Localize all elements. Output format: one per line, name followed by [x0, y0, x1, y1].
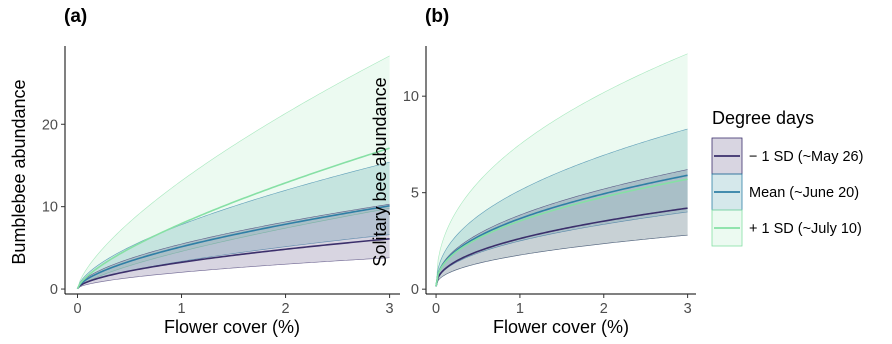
y-tick-label-a: 0: [50, 282, 58, 298]
x-axis-title-b: Flower cover (%): [493, 317, 629, 337]
y-tick-label-b: 10: [403, 89, 419, 105]
band-upper-edge-minus-1sd-b: [435, 169, 688, 287]
mean-line-plus-1sd-b: [435, 178, 688, 287]
x-axis-title-a: Flower cover (%): [164, 317, 300, 337]
mean-line-mean-a: [76, 205, 390, 290]
panel-label-b: (b): [425, 6, 449, 27]
band-plus-1sd-a: [77, 55, 390, 289]
legend-label-minus-1sd: − 1 SD (~May 26): [749, 149, 863, 165]
band-lower-edge-plus-1sd-a: [77, 208, 390, 289]
legend-label-mean: Mean (~June 20): [749, 185, 859, 201]
y-tick-label-a: 10: [42, 200, 58, 216]
y-tick-label-b: 5: [411, 186, 419, 202]
legend-entry-mean: Mean (~June 20): [711, 173, 859, 211]
ticks-a: 0 1 2 3 0 10 20: [42, 46, 400, 317]
band-lower-edge-mean-b: [435, 211, 688, 287]
band-upper-edge-plus-1sd-b: [435, 53, 688, 287]
band-minus-1sd-a: [77, 204, 390, 289]
series-lines-b: [435, 174, 688, 287]
band-upper-edge-mean-a: [77, 161, 390, 289]
ticks-b: 0 1 2 3 0 5 10: [403, 46, 696, 317]
mean-line-plus-1sd-a: [76, 147, 390, 290]
legend-entry-minus-1sd: − 1 SD (~May 26): [711, 137, 863, 175]
x-tick-label-a: 2: [282, 301, 290, 317]
band-lower-edge-minus-1sd-b: [435, 234, 688, 287]
x-tick-label-b: 2: [600, 301, 608, 317]
confidence-bands-b: [435, 53, 688, 287]
band-lower-edge-minus-1sd-a: [77, 257, 390, 289]
mean-line-minus-1sd-b: [435, 207, 688, 287]
legend: Degree days − 1 SD (~May 26) Mean (~June…: [711, 108, 863, 247]
legend-entry-plus-1sd: + 1 SD (~July 10): [711, 209, 862, 247]
mean-line-mean-b: [435, 174, 688, 287]
band-upper-edge-mean-b: [435, 128, 688, 287]
x-tick-label-b: 0: [432, 301, 440, 317]
mean-line-minus-1sd-a: [76, 238, 390, 290]
y-tick-label-a: 20: [42, 117, 58, 133]
x-tick-label-a: 3: [386, 301, 394, 317]
y-axis-title-a: Bumblebee abundance: [9, 79, 29, 264]
band-minus-1sd-b: [436, 169, 688, 287]
x-tick-label-b: 3: [684, 301, 692, 317]
band-mean-a: [77, 162, 390, 289]
confidence-bands-a: [77, 55, 390, 289]
band-upper-edge-minus-1sd-a: [77, 203, 390, 289]
y-axis-title-b: Solitary bee abundance: [370, 77, 390, 266]
x-tick-label-a: 0: [73, 301, 81, 317]
panel-label-a: (a): [64, 6, 87, 27]
panel-a: (a) 0 1 2 3 0 10 20 Flower cover (%) Bumblebee…: [9, 6, 400, 337]
x-tick-label-b: 1: [516, 301, 524, 317]
y-tick-label-b: 0: [411, 282, 419, 298]
panel-b: (b) 0 1 2 3 0 5 10 Flower cover (%) Solitary b…: [370, 6, 696, 337]
legend-label-plus-1sd: + 1 SD (~July 10): [749, 221, 862, 237]
x-tick-label-a: 1: [177, 301, 185, 317]
legend-title: Degree days: [712, 108, 814, 128]
band-upper-edge-plus-1sd-a: [77, 55, 390, 289]
series-lines-a: [76, 147, 390, 290]
